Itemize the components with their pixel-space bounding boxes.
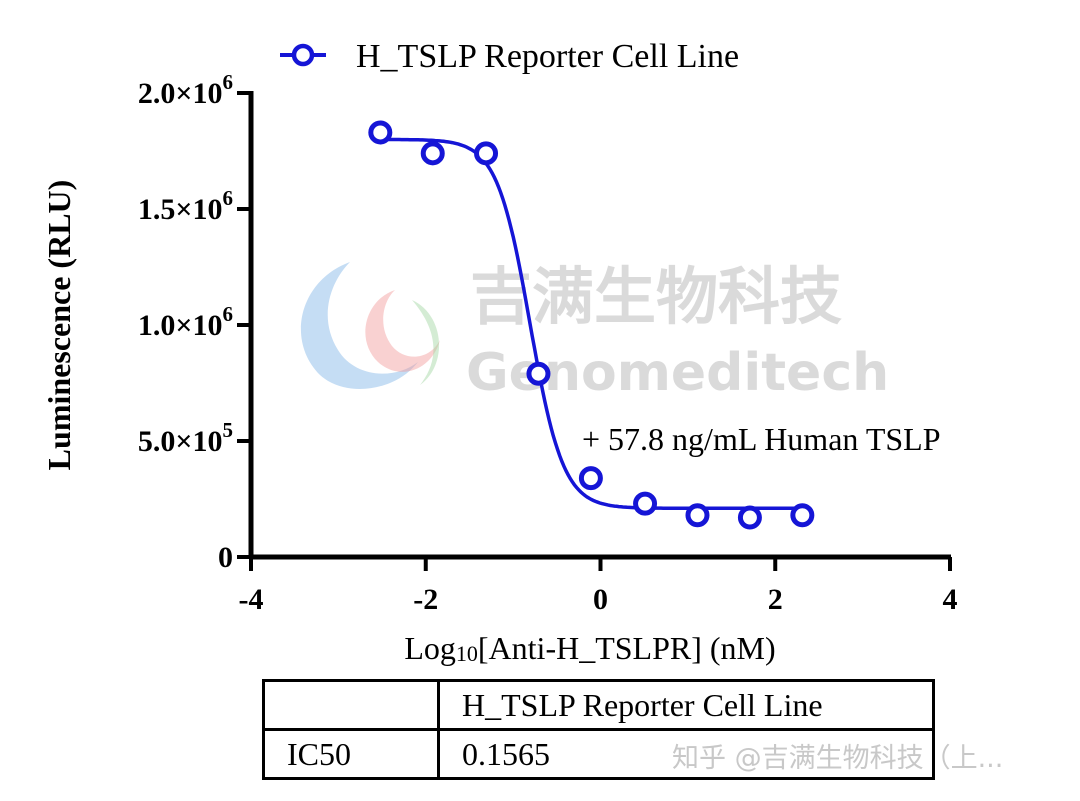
y-tick-label: 1.5×106	[138, 186, 233, 226]
legend-marker	[291, 43, 315, 67]
data-point	[474, 141, 499, 166]
data-point	[790, 503, 815, 528]
x-tick-label: 2	[768, 583, 783, 616]
y-tick-label: 2.0×106	[138, 70, 233, 110]
watermark-cn: 吉满生物科技	[470, 260, 842, 333]
y-axis-title: Luminescence (RLU)	[41, 180, 77, 471]
x-axis-title: Log10[Anti-H_TSLPR] (nM)	[404, 630, 775, 666]
table-cell-ic50-value: 0.1565	[437, 728, 935, 780]
table-header-row: H_TSLP Reporter Cell Line	[262, 679, 935, 731]
ic50-table: H_TSLP Reporter Cell Line IC50 0.1565	[262, 679, 935, 780]
table-header-cell	[262, 679, 440, 731]
fit-curve	[380, 137, 803, 511]
x-ticks: -4 -2 0 2 4	[239, 557, 958, 616]
treatment-annotation: + 57.8 ng/mL Human TSLP	[582, 421, 941, 457]
watermark-credit: 知乎 @吉满生物科技（上...	[672, 743, 1004, 774]
x-tick-label: -4	[239, 583, 264, 616]
x-tick-label: -2	[413, 583, 438, 616]
data-point	[420, 141, 445, 166]
legend: H_TSLP Reporter Cell Line	[280, 38, 739, 75]
legend-label: H_TSLP Reporter Cell Line	[356, 38, 739, 75]
x-tick-label: 0	[593, 583, 608, 616]
watermark: 吉满生物科技 Genomeditech	[300, 260, 889, 403]
data-points	[368, 120, 815, 530]
data-point	[633, 491, 658, 516]
data-point	[368, 120, 393, 145]
table-cell-ic50-label: IC50	[262, 728, 440, 780]
data-point	[737, 505, 762, 530]
data-point	[578, 466, 603, 491]
y-tick-label: 0	[218, 541, 233, 574]
y-tick-label: 5.0×105	[138, 418, 233, 458]
axes: -4 -2 0 2 4 0 5.0×105 1.0×106 1.5×106 2.0×106	[138, 70, 958, 616]
table-row: IC50 0.1565	[262, 728, 935, 780]
y-tick-label: 1.0×106	[138, 302, 233, 342]
x-tick-label: 4	[943, 583, 958, 616]
y-ticks: 0 5.0×105 1.0×106 1.5×106 2.0×106	[138, 70, 251, 574]
data-point	[526, 361, 551, 386]
data-point	[685, 503, 710, 528]
table-header-cell: H_TSLP Reporter Cell Line	[437, 679, 935, 731]
watermark-logo-icon	[300, 262, 440, 390]
